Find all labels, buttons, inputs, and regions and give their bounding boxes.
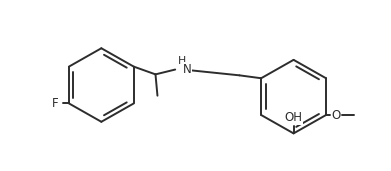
Text: N: N [183,63,192,76]
Text: F: F [52,97,58,110]
Text: O: O [331,109,341,122]
Text: H: H [178,56,186,66]
Text: OH: OH [285,111,303,124]
